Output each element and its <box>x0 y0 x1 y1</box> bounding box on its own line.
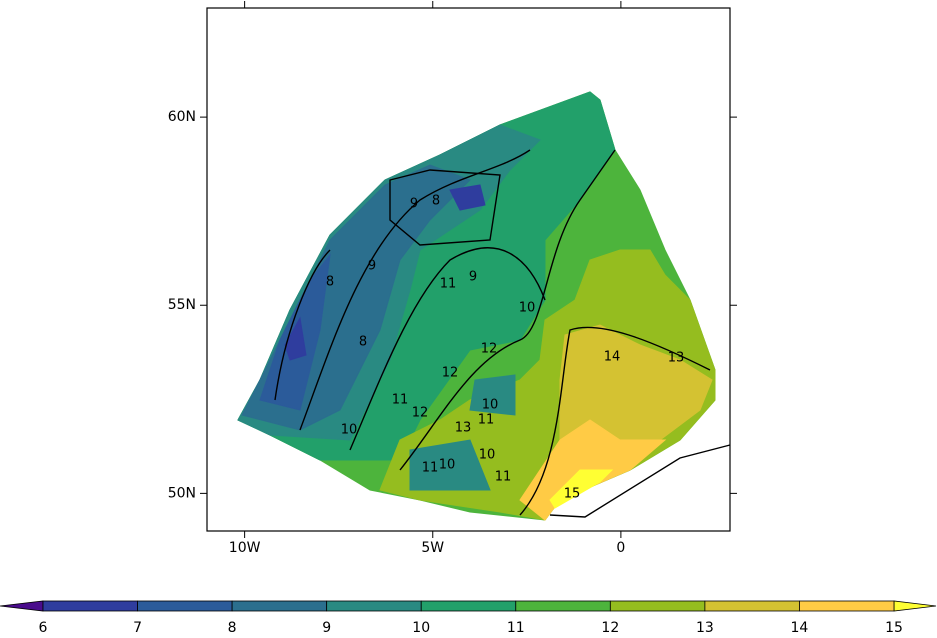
colorbar-tick-label: 10 <box>412 620 430 634</box>
contour-line <box>349 247 546 451</box>
map-frame <box>206 7 731 532</box>
colorbar-tick-label: 11 <box>507 620 525 634</box>
contour-label: 9 <box>368 259 376 274</box>
colorbar-segment <box>609 600 706 612</box>
colorbar-segment <box>42 600 138 612</box>
x-tick-label: 0 <box>616 540 625 556</box>
y-tick-label: 50N <box>168 485 196 501</box>
contour-region <box>409 439 491 491</box>
contour-label: 11 <box>392 393 409 408</box>
contour-label: 12 <box>442 366 459 381</box>
colorbar-tick-label: 13 <box>696 620 714 634</box>
y-tick-label: 60N <box>168 109 196 125</box>
contour-region <box>469 374 516 416</box>
colorbar-segment <box>137 600 233 612</box>
contour-label: 10 <box>439 458 456 473</box>
colorbar-tick-label: 9 <box>322 620 331 634</box>
contour-label: 11 <box>440 277 457 292</box>
colorbar-tick-label: 12 <box>601 620 619 634</box>
colorbar: 6 7 8 9 10 11 12 13 14 15 <box>0 600 937 636</box>
colorbar-tick-label: 6 <box>39 620 48 634</box>
contour-line <box>299 149 531 431</box>
colorbar-segment <box>704 600 800 612</box>
x-tick-label: 5W <box>421 540 444 556</box>
colorbar-segment <box>799 600 895 612</box>
colorbar-extend-min <box>0 600 44 612</box>
contour-label: 10 <box>482 398 499 413</box>
colorbar-segment <box>515 600 611 612</box>
colorbar-segment <box>231 600 328 612</box>
contour-line <box>399 149 616 471</box>
colorbar-extend-max <box>893 600 937 612</box>
contour-label: 10 <box>479 448 496 463</box>
contour-label: 9 <box>469 270 477 285</box>
contour-label: 11 <box>478 413 495 428</box>
y-tick-label: 55N <box>168 297 196 313</box>
x-tick-label: 10W <box>229 540 261 556</box>
colorbar-tick-label: 14 <box>791 620 809 634</box>
contour-region <box>284 316 307 361</box>
contour-label: 13 <box>668 351 685 366</box>
contour-label: 9 <box>410 197 418 212</box>
contour-line <box>549 444 731 518</box>
contour-region <box>549 469 614 509</box>
contour-line <box>389 169 501 246</box>
contour-label: 15 <box>564 487 581 502</box>
contour-label: 12 <box>481 342 498 357</box>
contour-label: 12 <box>412 406 429 421</box>
contour-label: 11 <box>422 461 439 476</box>
contour-label: 14 <box>604 350 621 365</box>
contour-label: 8 <box>326 275 334 290</box>
contour-label: 10 <box>341 423 358 438</box>
contour-label: 10 <box>519 301 536 316</box>
contour-line <box>274 249 331 401</box>
contour-label: 13 <box>455 421 472 436</box>
colorbar-tick-label: 8 <box>228 620 237 634</box>
colorbar-segment <box>326 600 422 612</box>
contour-line <box>519 326 711 516</box>
colorbar-tick-label: 15 <box>885 620 903 634</box>
contour-label: 11 <box>495 470 512 485</box>
colorbar-segment <box>420 600 517 612</box>
contour-label: 8 <box>359 335 367 350</box>
contour-region <box>449 184 486 211</box>
colorbar-tick-label: 7 <box>133 620 142 634</box>
contour-label: 8 <box>432 194 440 209</box>
